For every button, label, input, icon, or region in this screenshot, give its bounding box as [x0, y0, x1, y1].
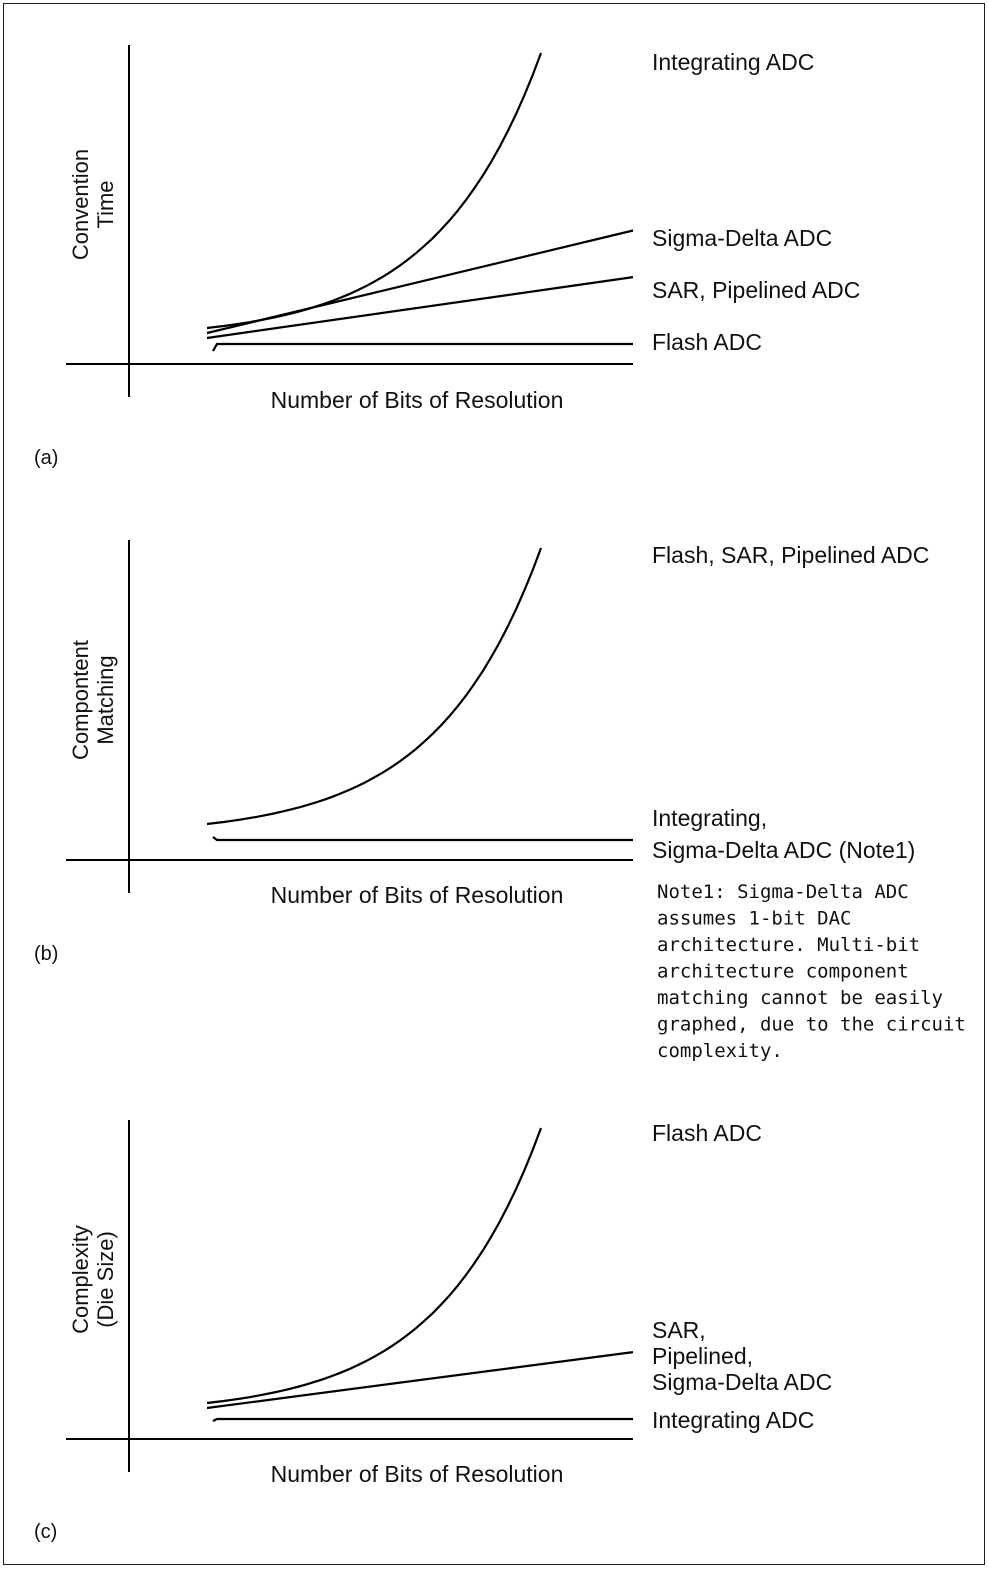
panel-2-note-line-5: matching cannot be easily	[657, 987, 943, 1009]
panel-2-series-2-line	[212, 836, 633, 842]
panel-2-label: (b)	[34, 943, 58, 965]
panel-1-y-axis-label-line-1: Convention	[68, 149, 93, 260]
panel-3-series-2-label-line-3: Sigma-Delta ADC	[652, 1369, 832, 1395]
panel-2-series-2-label-line-1: Integrating,	[652, 805, 767, 831]
panel-2-note-line-6: graphed, due to the circuit	[657, 1014, 966, 1036]
panel-2-series-1-label-line-1: Flash, SAR, Pipelined ADC	[652, 542, 929, 568]
panel-1-series-4-label-line-1: Flash ADC	[652, 329, 762, 355]
panel-2-note-line-3: architecture. Multi-bit	[657, 934, 920, 956]
panel-2-note-line-4: architecture component	[657, 961, 909, 983]
panel-3-series-1-line	[206, 1127, 543, 1405]
panel-3-series-2-line	[206, 1351, 634, 1410]
panel-2-note-line-7: complexity.	[657, 1040, 783, 1062]
panel-3-series-2-label-line-1: SAR,	[652, 1317, 706, 1343]
panel-3-y-axis-label-line-1: Complexity	[68, 1225, 93, 1334]
panel-1-series-1-line	[206, 52, 543, 330]
panel-2-y-axis-label-line-1: Compontent	[68, 640, 93, 760]
panel-2-y-axis-label-line-2: Matching	[93, 655, 118, 744]
panel-3-series-2-label-line-2: Pipelined,	[652, 1343, 753, 1369]
panel-2-note-line-2: assumes 1-bit DAC	[657, 908, 851, 930]
panel-1-series-2-line	[206, 229, 634, 335]
panel-1-y-axis-label-line-2: Time	[93, 180, 118, 228]
panel-1-x-axis-label: Number of Bits of Resolution	[271, 387, 564, 413]
panel-1-series-1-label-line-1: Integrating ADC	[652, 49, 814, 75]
panel-3-series-3-line	[212, 1417, 633, 1422]
panel-2-note-line-1: Note1: Sigma-Delta ADC	[657, 881, 909, 903]
panel-1-series-4-line	[212, 342, 633, 352]
panel-1-series-3-line	[206, 276, 634, 340]
panel-1-label: (a)	[34, 447, 58, 469]
panel-2-x-axis-label: Number of Bits of Resolution	[271, 882, 564, 908]
panel-3-series-3-label-line-1: Integrating ADC	[652, 1407, 814, 1433]
panel-3-series-1-label-line-1: Flash ADC	[652, 1120, 762, 1146]
panel-3-x-axis-label: Number of Bits of Resolution	[271, 1461, 564, 1487]
panel-1-series-3-label-line-1: SAR, Pipelined ADC	[652, 277, 860, 303]
panel-3-label: (c)	[34, 1521, 57, 1543]
panel-2-series-2-label-line-2: Sigma-Delta ADC (Note1)	[652, 837, 915, 863]
panel-2-series-1-line	[206, 547, 543, 826]
panel-3-y-axis-label-line-2: (Die Size)	[93, 1231, 118, 1328]
panel-1-series-2-label-line-1: Sigma-Delta ADC	[652, 225, 832, 251]
